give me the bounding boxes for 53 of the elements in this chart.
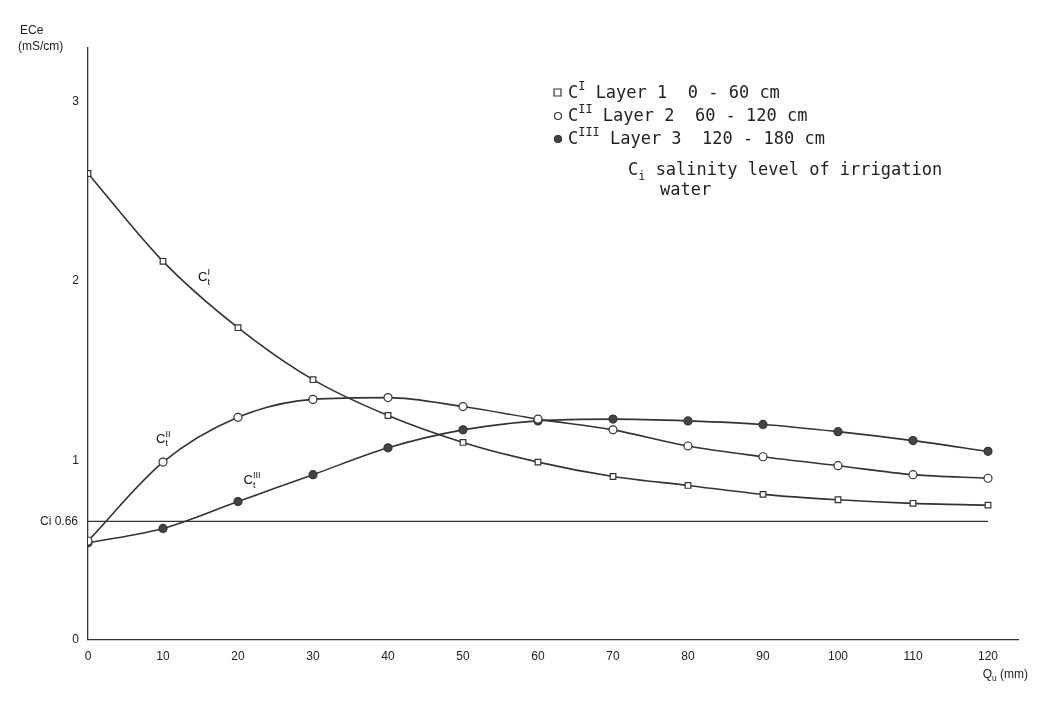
x-tick-label: 30 [306, 649, 320, 664]
point [833, 427, 843, 437]
y-tick-label: 3 [72, 94, 80, 109]
x-tick-label: 40 [381, 649, 395, 664]
point [758, 419, 768, 430]
point [984, 501, 992, 509]
x-tick-label: 70 [606, 649, 620, 664]
point [233, 496, 243, 507]
y-tick-label: 1 [72, 452, 80, 467]
point [609, 473, 617, 480]
point [459, 438, 467, 446]
point [534, 458, 542, 466]
x-tick-label: 80 [681, 649, 695, 664]
point [834, 496, 842, 504]
point [683, 416, 693, 426]
point [309, 376, 317, 384]
x-tick-label: 0 [84, 649, 92, 664]
point [684, 482, 692, 489]
x-tick-label: 60 [531, 649, 545, 664]
point [759, 490, 767, 498]
point [909, 499, 917, 507]
point [908, 436, 918, 446]
y-axis-title: ECe (mS/cm) [18, 23, 64, 53]
point [158, 523, 168, 534]
x-tick-label: 20 [231, 649, 245, 664]
point [233, 412, 243, 422]
point [608, 425, 618, 435]
x-tick-label: 90 [756, 649, 770, 664]
point [608, 414, 618, 424]
point [983, 473, 993, 483]
ref-line-label: Ci 0.66 [39, 513, 79, 528]
point [458, 425, 468, 435]
point [308, 394, 318, 404]
x-tick-label: 110 [903, 649, 923, 664]
point [308, 470, 318, 480]
point [758, 452, 768, 462]
x-tick-label: 120 [977, 649, 999, 664]
point [159, 257, 167, 265]
point [384, 412, 392, 419]
point [833, 461, 843, 471]
point [683, 441, 693, 451]
x-tick-label: 50 [456, 649, 470, 664]
point [458, 401, 468, 412]
point [983, 446, 993, 456]
y-tick-label: 0 [72, 631, 80, 646]
x-tick-label: 100 [827, 649, 849, 664]
point [234, 324, 242, 332]
point [383, 443, 393, 453]
point [908, 470, 918, 480]
y-tick-label: 2 [72, 273, 80, 288]
x-tick-label: 10 [156, 649, 170, 664]
point [383, 392, 393, 403]
point [158, 457, 168, 467]
